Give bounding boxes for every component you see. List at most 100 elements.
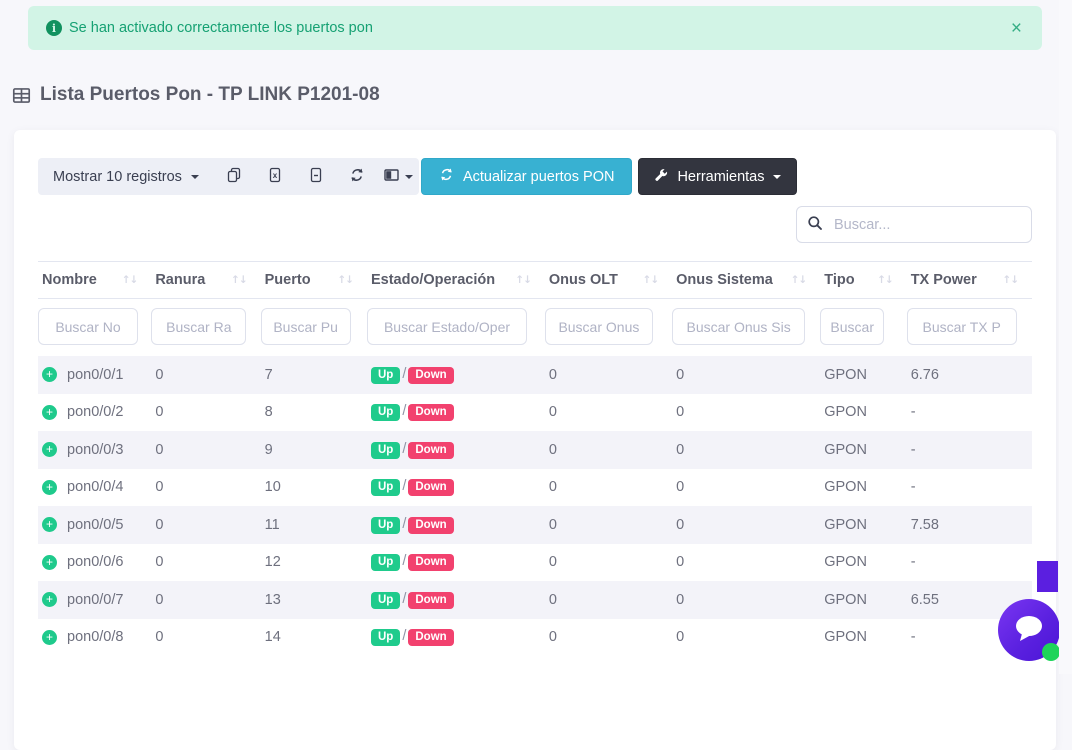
ranura-cell: 0: [151, 506, 260, 544]
column-header-tipo[interactable]: Tipo↑↓: [820, 262, 906, 299]
status-badge-down: Down: [408, 517, 453, 534]
port-name: pon0/0/3: [67, 442, 123, 458]
filter-input-tx-power[interactable]: [907, 308, 1017, 345]
chat-bubble-icon: [1012, 614, 1046, 647]
copy-icon: [226, 167, 242, 186]
export-excel-button[interactable]: x: [255, 158, 296, 195]
column-header-puerto[interactable]: Puerto↑↓: [261, 262, 367, 299]
page-title: Lista Puertos Pon - TP LINK P1201-08: [12, 84, 380, 106]
excel-icon: x: [267, 167, 283, 186]
status-badge-up: Up: [371, 404, 400, 421]
wrench-icon: [654, 168, 668, 186]
column-header-nombre[interactable]: Nombre↑↓: [38, 262, 151, 299]
expand-row-icon[interactable]: +: [42, 517, 57, 532]
expand-row-icon[interactable]: +: [42, 555, 57, 570]
sort-icon: ↑↓: [122, 274, 148, 286]
onus-olt-cell: 0: [545, 506, 672, 544]
port-name: pon0/0/7: [67, 592, 123, 608]
port-name: pon0/0/4: [67, 479, 123, 495]
scrollbar-track[interactable]: [1059, 0, 1072, 674]
sort-icon: ↑↓: [515, 274, 541, 286]
onus-sistema-cell: 0: [672, 469, 820, 507]
sort-icon: ↑↓: [791, 274, 817, 286]
expand-row-icon[interactable]: +: [42, 405, 57, 420]
expand-row-icon[interactable]: +: [42, 442, 57, 457]
chat-widget-button[interactable]: [998, 599, 1060, 661]
expand-row-icon[interactable]: +: [42, 480, 57, 495]
filter-input-estado-operaci-n[interactable]: [367, 308, 527, 345]
puerto-cell: 14: [261, 619, 367, 657]
page-length-dropdown[interactable]: Mostrar 10 registros: [38, 158, 214, 195]
onus-olt-cell: 0: [545, 581, 672, 619]
puerto-cell: 13: [261, 581, 367, 619]
status-badge-up: Up: [371, 479, 400, 496]
table-grid-icon: [12, 86, 31, 105]
copy-button[interactable]: [214, 158, 255, 195]
column-header-tx-power[interactable]: TX Power↑↓: [907, 262, 1032, 299]
export-file-button[interactable]: [296, 158, 337, 195]
ranura-cell: 0: [151, 544, 260, 582]
ranura-cell: 0: [151, 469, 260, 507]
column-label: TX Power: [911, 272, 977, 288]
table-row: +pon0/0/4010Up/Down00GPON-: [38, 469, 1032, 507]
ranura-cell: 0: [151, 431, 260, 469]
puerto-cell: 10: [261, 469, 367, 507]
expand-row-icon[interactable]: +: [42, 367, 57, 382]
expand-row-icon[interactable]: +: [42, 630, 57, 645]
reload-table-button[interactable]: [337, 158, 378, 195]
column-visibility-button[interactable]: [378, 158, 419, 195]
info-circle-icon: i: [46, 20, 62, 36]
tx-power-cell: -: [907, 394, 1032, 432]
status-badge-up: Up: [371, 517, 400, 534]
estado-operacion-cell: Up/Down: [367, 469, 545, 507]
filter-input-tipo[interactable]: [820, 308, 884, 345]
status-badge-down: Down: [408, 629, 453, 646]
ranura-cell: 0: [151, 394, 260, 432]
search-row: [38, 206, 1032, 243]
tipo-cell: GPON: [820, 394, 906, 432]
filter-input-puerto[interactable]: [261, 308, 351, 345]
tipo-cell: GPON: [820, 431, 906, 469]
onus-olt-cell: 0: [545, 356, 672, 394]
filter-input-onus-olt[interactable]: [545, 308, 653, 345]
search-input[interactable]: [832, 216, 1021, 234]
onus-sistema-cell: 0: [672, 619, 820, 657]
tools-dropdown-button[interactable]: Herramientas: [638, 158, 797, 195]
ranura-cell: 0: [151, 581, 260, 619]
estado-operacion-cell: Up/Down: [367, 619, 545, 657]
tipo-cell: GPON: [820, 356, 906, 394]
filter-input-onus-sistema[interactable]: [672, 308, 805, 345]
table-filter-row: [38, 299, 1032, 357]
filter-input-ranura[interactable]: [151, 308, 246, 345]
pon-ports-card: Mostrar 10 registros x: [14, 130, 1056, 750]
column-header-ranura[interactable]: Ranura↑↓: [151, 262, 260, 299]
estado-operacion-cell: Up/Down: [367, 356, 545, 394]
svg-text:x: x: [273, 171, 278, 180]
tx-power-cell: 7.58: [907, 506, 1032, 544]
estado-operacion-cell: Up/Down: [367, 394, 545, 432]
chevron-down-icon: [405, 175, 413, 179]
table-row: +pon0/0/6012Up/Down00GPON-: [38, 544, 1032, 582]
refresh-icon: [349, 167, 365, 186]
column-header-onus-sistema[interactable]: Onus Sistema↑↓: [672, 262, 820, 299]
onus-olt-cell: 0: [545, 544, 672, 582]
port-name: pon0/0/2: [67, 404, 123, 420]
update-pon-ports-button[interactable]: Actualizar puertos PON: [421, 158, 633, 195]
column-header-estado-operaci-n[interactable]: Estado/Operación↑↓: [367, 262, 545, 299]
expand-row-icon[interactable]: +: [42, 592, 57, 607]
status-badge-down: Down: [408, 554, 453, 571]
puerto-cell: 8: [261, 394, 367, 432]
global-search-box: [796, 206, 1032, 243]
onus-olt-cell: 0: [545, 394, 672, 432]
datatable-button-group: Mostrar 10 registros x: [38, 158, 419, 195]
status-badge-down: Down: [408, 479, 453, 496]
sort-icon: ↑↓: [337, 274, 363, 286]
tx-power-cell: -: [907, 469, 1032, 507]
column-header-onus-olt[interactable]: Onus OLT↑↓: [545, 262, 672, 299]
table-row: +pon0/0/309Up/Down00GPON-: [38, 431, 1032, 469]
alert-close-button[interactable]: ×: [1009, 19, 1024, 38]
estado-operacion-cell: Up/Down: [367, 506, 545, 544]
filter-input-nombre[interactable]: [38, 308, 138, 345]
estado-operacion-cell: Up/Down: [367, 431, 545, 469]
onus-olt-cell: 0: [545, 619, 672, 657]
